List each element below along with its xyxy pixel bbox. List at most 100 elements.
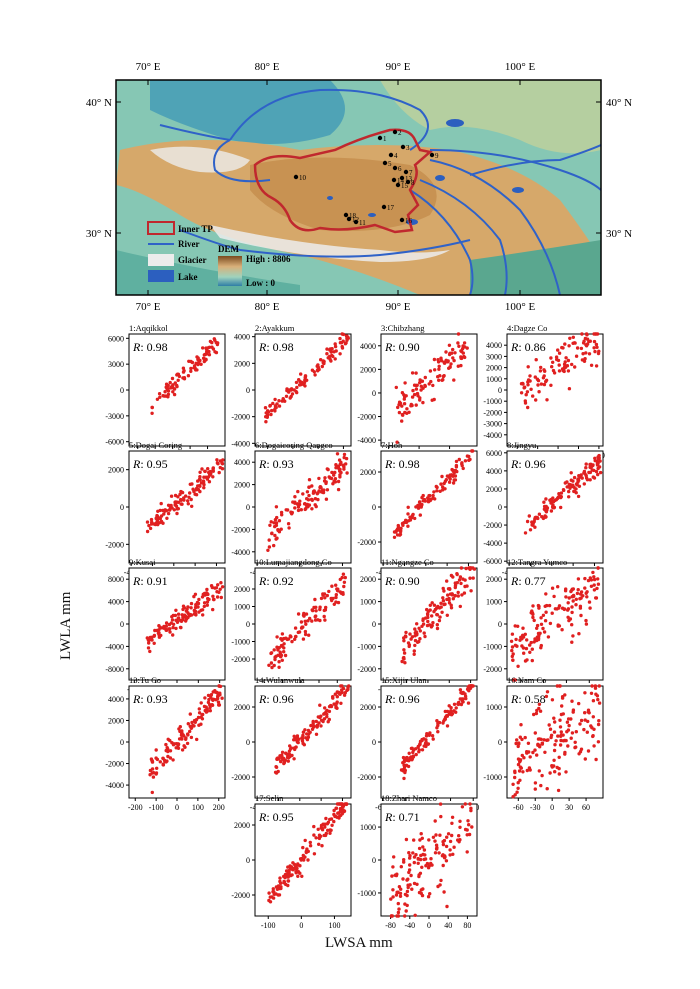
y-tick-label: -2000 — [231, 413, 250, 422]
data-point — [220, 585, 225, 589]
r-value-label: R: 0.93 — [132, 692, 168, 706]
data-point — [560, 696, 565, 700]
data-point — [402, 765, 407, 770]
data-point — [156, 509, 160, 513]
data-point — [186, 502, 190, 506]
data-point — [544, 592, 548, 596]
data-point — [215, 590, 219, 594]
data-point — [296, 505, 301, 509]
data-point — [277, 404, 282, 408]
data-point — [539, 737, 543, 741]
data-point — [435, 606, 439, 610]
panel-title: 9:Kusai — [129, 557, 156, 567]
data-point — [400, 419, 404, 423]
data-point — [306, 858, 310, 862]
data-point — [587, 352, 592, 356]
y-tick-label: 0 — [246, 503, 250, 512]
y-tick-label: 2000 — [234, 703, 250, 712]
data-point — [442, 719, 446, 723]
data-point — [149, 517, 154, 522]
y-tick-label: 6000 — [108, 334, 124, 343]
data-point — [585, 337, 590, 341]
data-point — [550, 765, 554, 769]
data-point — [420, 836, 424, 840]
data-point — [310, 498, 314, 502]
data-point — [448, 592, 453, 596]
data-point — [584, 466, 588, 470]
data-point — [580, 358, 585, 362]
data-point — [450, 833, 454, 838]
data-point — [274, 654, 278, 658]
data-point — [402, 402, 407, 406]
data-point — [307, 493, 311, 498]
data-point — [597, 701, 602, 705]
data-point — [303, 629, 308, 634]
data-point — [279, 527, 283, 531]
data-point — [519, 723, 523, 727]
data-point — [464, 566, 468, 571]
panel-title: 7:Hoh — [381, 440, 403, 450]
data-point — [428, 892, 432, 896]
data-point — [170, 376, 175, 381]
data-point — [272, 543, 276, 548]
data-point — [317, 476, 321, 481]
data-point — [598, 470, 603, 475]
data-point — [203, 696, 207, 700]
data-point — [298, 383, 302, 387]
data-point — [433, 839, 437, 843]
data-point — [434, 833, 438, 837]
data-point — [554, 355, 559, 359]
data-point — [216, 583, 220, 587]
panel-title: 18:Zhari Namco — [381, 793, 437, 803]
data-point — [523, 735, 527, 740]
data-point — [570, 623, 574, 627]
data-point — [402, 639, 406, 643]
data-point — [452, 702, 457, 706]
data-point — [201, 356, 206, 360]
data-point — [575, 346, 580, 350]
site-marker — [400, 144, 406, 150]
legend-inner-tp: Inner TP — [178, 224, 213, 234]
data-point — [449, 573, 454, 578]
data-point — [212, 597, 216, 602]
data-point — [334, 583, 338, 587]
data-point — [334, 704, 338, 708]
data-point — [332, 819, 336, 824]
data-point — [310, 619, 314, 623]
data-point — [526, 365, 530, 369]
site-marker — [392, 165, 398, 171]
data-point — [462, 341, 467, 345]
data-point — [431, 621, 435, 625]
data-point — [418, 513, 422, 517]
data-point — [426, 619, 430, 624]
data-point — [537, 769, 541, 773]
data-point — [435, 613, 440, 617]
data-point — [410, 395, 415, 399]
data-point — [579, 613, 583, 618]
data-point — [154, 516, 159, 520]
data-point — [213, 338, 217, 342]
data-point — [279, 510, 284, 515]
y-tick-label: 0 — [246, 620, 250, 629]
data-point — [286, 873, 291, 877]
data-point — [413, 747, 418, 751]
data-point — [422, 848, 427, 852]
x-tick-label: -60 — [513, 803, 524, 812]
data-point — [205, 477, 210, 481]
data-point — [402, 651, 407, 655]
data-point — [402, 776, 406, 781]
data-point — [451, 356, 455, 360]
data-point — [414, 371, 418, 375]
data-point — [543, 750, 547, 754]
scatter-panel: 4:Dagze CoR: 0.860100200300-4000-3000-20… — [483, 323, 605, 460]
data-point — [333, 470, 337, 475]
data-point — [157, 392, 162, 396]
data-point — [529, 611, 533, 615]
data-point — [463, 355, 467, 360]
data-point — [410, 887, 414, 891]
data-point — [420, 748, 425, 752]
data-point — [576, 577, 581, 581]
data-point — [333, 344, 338, 349]
data-point — [310, 507, 314, 511]
